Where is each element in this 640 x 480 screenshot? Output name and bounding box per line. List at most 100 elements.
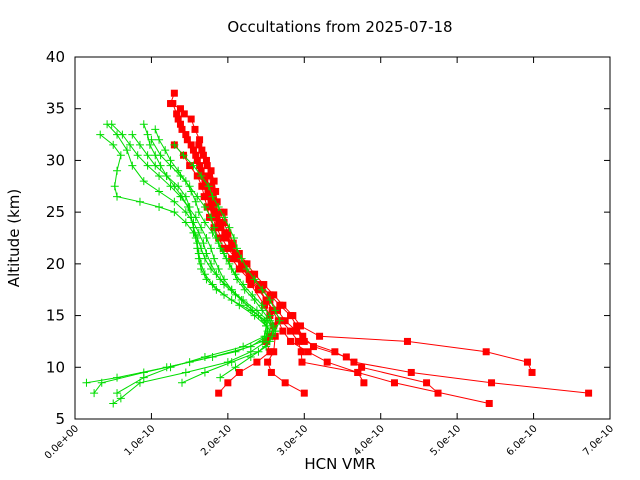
data-point: [293, 327, 301, 335]
data-point: [128, 161, 137, 170]
data-point: [287, 337, 295, 345]
data-point: [208, 352, 217, 361]
data-point: [235, 265, 243, 273]
data-point: [220, 218, 228, 226]
data-point: [222, 234, 230, 242]
data-point: [528, 368, 536, 376]
data-point: [194, 208, 203, 217]
data-point: [287, 312, 295, 320]
data-point: [173, 110, 181, 118]
data-point: [227, 358, 236, 367]
data-point: [229, 234, 238, 242]
data-point: [216, 373, 225, 382]
data-point: [264, 358, 272, 366]
data-point: [214, 265, 223, 274]
data-point: [265, 296, 274, 305]
data-point: [174, 115, 182, 123]
x-tick-label: 5.0e-10: [428, 423, 463, 458]
x-axis-label: HCN VMR: [304, 455, 375, 473]
data-point: [287, 327, 295, 335]
data-point: [210, 208, 218, 216]
data-point: [204, 182, 213, 191]
data-point: [216, 275, 225, 284]
data-point: [116, 394, 125, 403]
data-point: [210, 203, 218, 211]
data-point: [169, 100, 177, 108]
data-point: [360, 379, 368, 387]
data-point: [170, 89, 178, 97]
data-point: [390, 379, 398, 387]
data-point: [482, 348, 490, 356]
data-point: [217, 224, 225, 232]
data-point: [198, 182, 206, 190]
data-point: [485, 399, 493, 407]
data-point: [181, 368, 190, 377]
profile-series: [195, 141, 368, 387]
data-point: [113, 130, 122, 139]
y-tick-label: 20: [46, 255, 65, 273]
data-point: [212, 187, 220, 195]
data-point: [191, 197, 200, 206]
profile-series: [170, 140, 284, 336]
data-point: [199, 151, 207, 159]
data-point: [227, 296, 236, 305]
x-tick-label: 1.0e-10: [123, 423, 158, 458]
data-point: [197, 223, 206, 232]
data-point: [262, 342, 271, 351]
data-point: [195, 141, 203, 149]
data-point: [193, 156, 201, 164]
data-point: [316, 332, 324, 340]
data-point: [281, 317, 289, 325]
data-point: [187, 213, 196, 222]
data-point: [155, 202, 164, 211]
data-point: [133, 151, 142, 160]
data-point: [220, 280, 229, 289]
data-point: [266, 348, 274, 356]
y-tick-label: 15: [46, 307, 65, 325]
data-point: [176, 105, 184, 113]
data-point: [191, 125, 199, 133]
data-point: [170, 208, 179, 217]
data-point: [220, 208, 228, 216]
data-point: [206, 172, 214, 180]
data-point: [276, 301, 284, 309]
data-point: [214, 202, 223, 211]
data-point: [253, 358, 261, 366]
data-point: [156, 151, 165, 160]
data-point: [298, 358, 306, 366]
data-point: [239, 296, 248, 305]
data-point: [216, 244, 225, 253]
data-point: [210, 254, 219, 263]
data-point: [228, 239, 236, 247]
data-point: [434, 389, 442, 397]
data-point: [247, 281, 255, 289]
data-point: [139, 120, 148, 129]
data-point: [181, 218, 190, 227]
data-point: [239, 342, 248, 351]
profile-line: [112, 124, 269, 404]
data-point: [246, 352, 255, 361]
data-point: [174, 182, 183, 191]
series-layer: [82, 89, 593, 408]
data-point: [331, 348, 339, 356]
data-point: [220, 249, 229, 258]
data-point: [200, 193, 208, 201]
data-point: [275, 316, 284, 325]
y-tick-label: 5: [55, 410, 65, 428]
data-point: [265, 316, 274, 325]
data-point: [266, 291, 274, 299]
data-point: [207, 198, 215, 206]
y-tick-label: 30: [46, 151, 65, 169]
data-point: [342, 353, 350, 361]
data-point: [113, 389, 122, 398]
data-point: [585, 389, 593, 397]
data-point: [143, 130, 152, 139]
data-point: [233, 255, 241, 263]
data-point: [207, 265, 216, 274]
data-point: [197, 244, 206, 253]
data-point: [210, 223, 219, 232]
data-point: [155, 187, 164, 196]
data-point: [215, 389, 223, 397]
data-point: [185, 202, 194, 211]
data-point: [200, 202, 209, 211]
